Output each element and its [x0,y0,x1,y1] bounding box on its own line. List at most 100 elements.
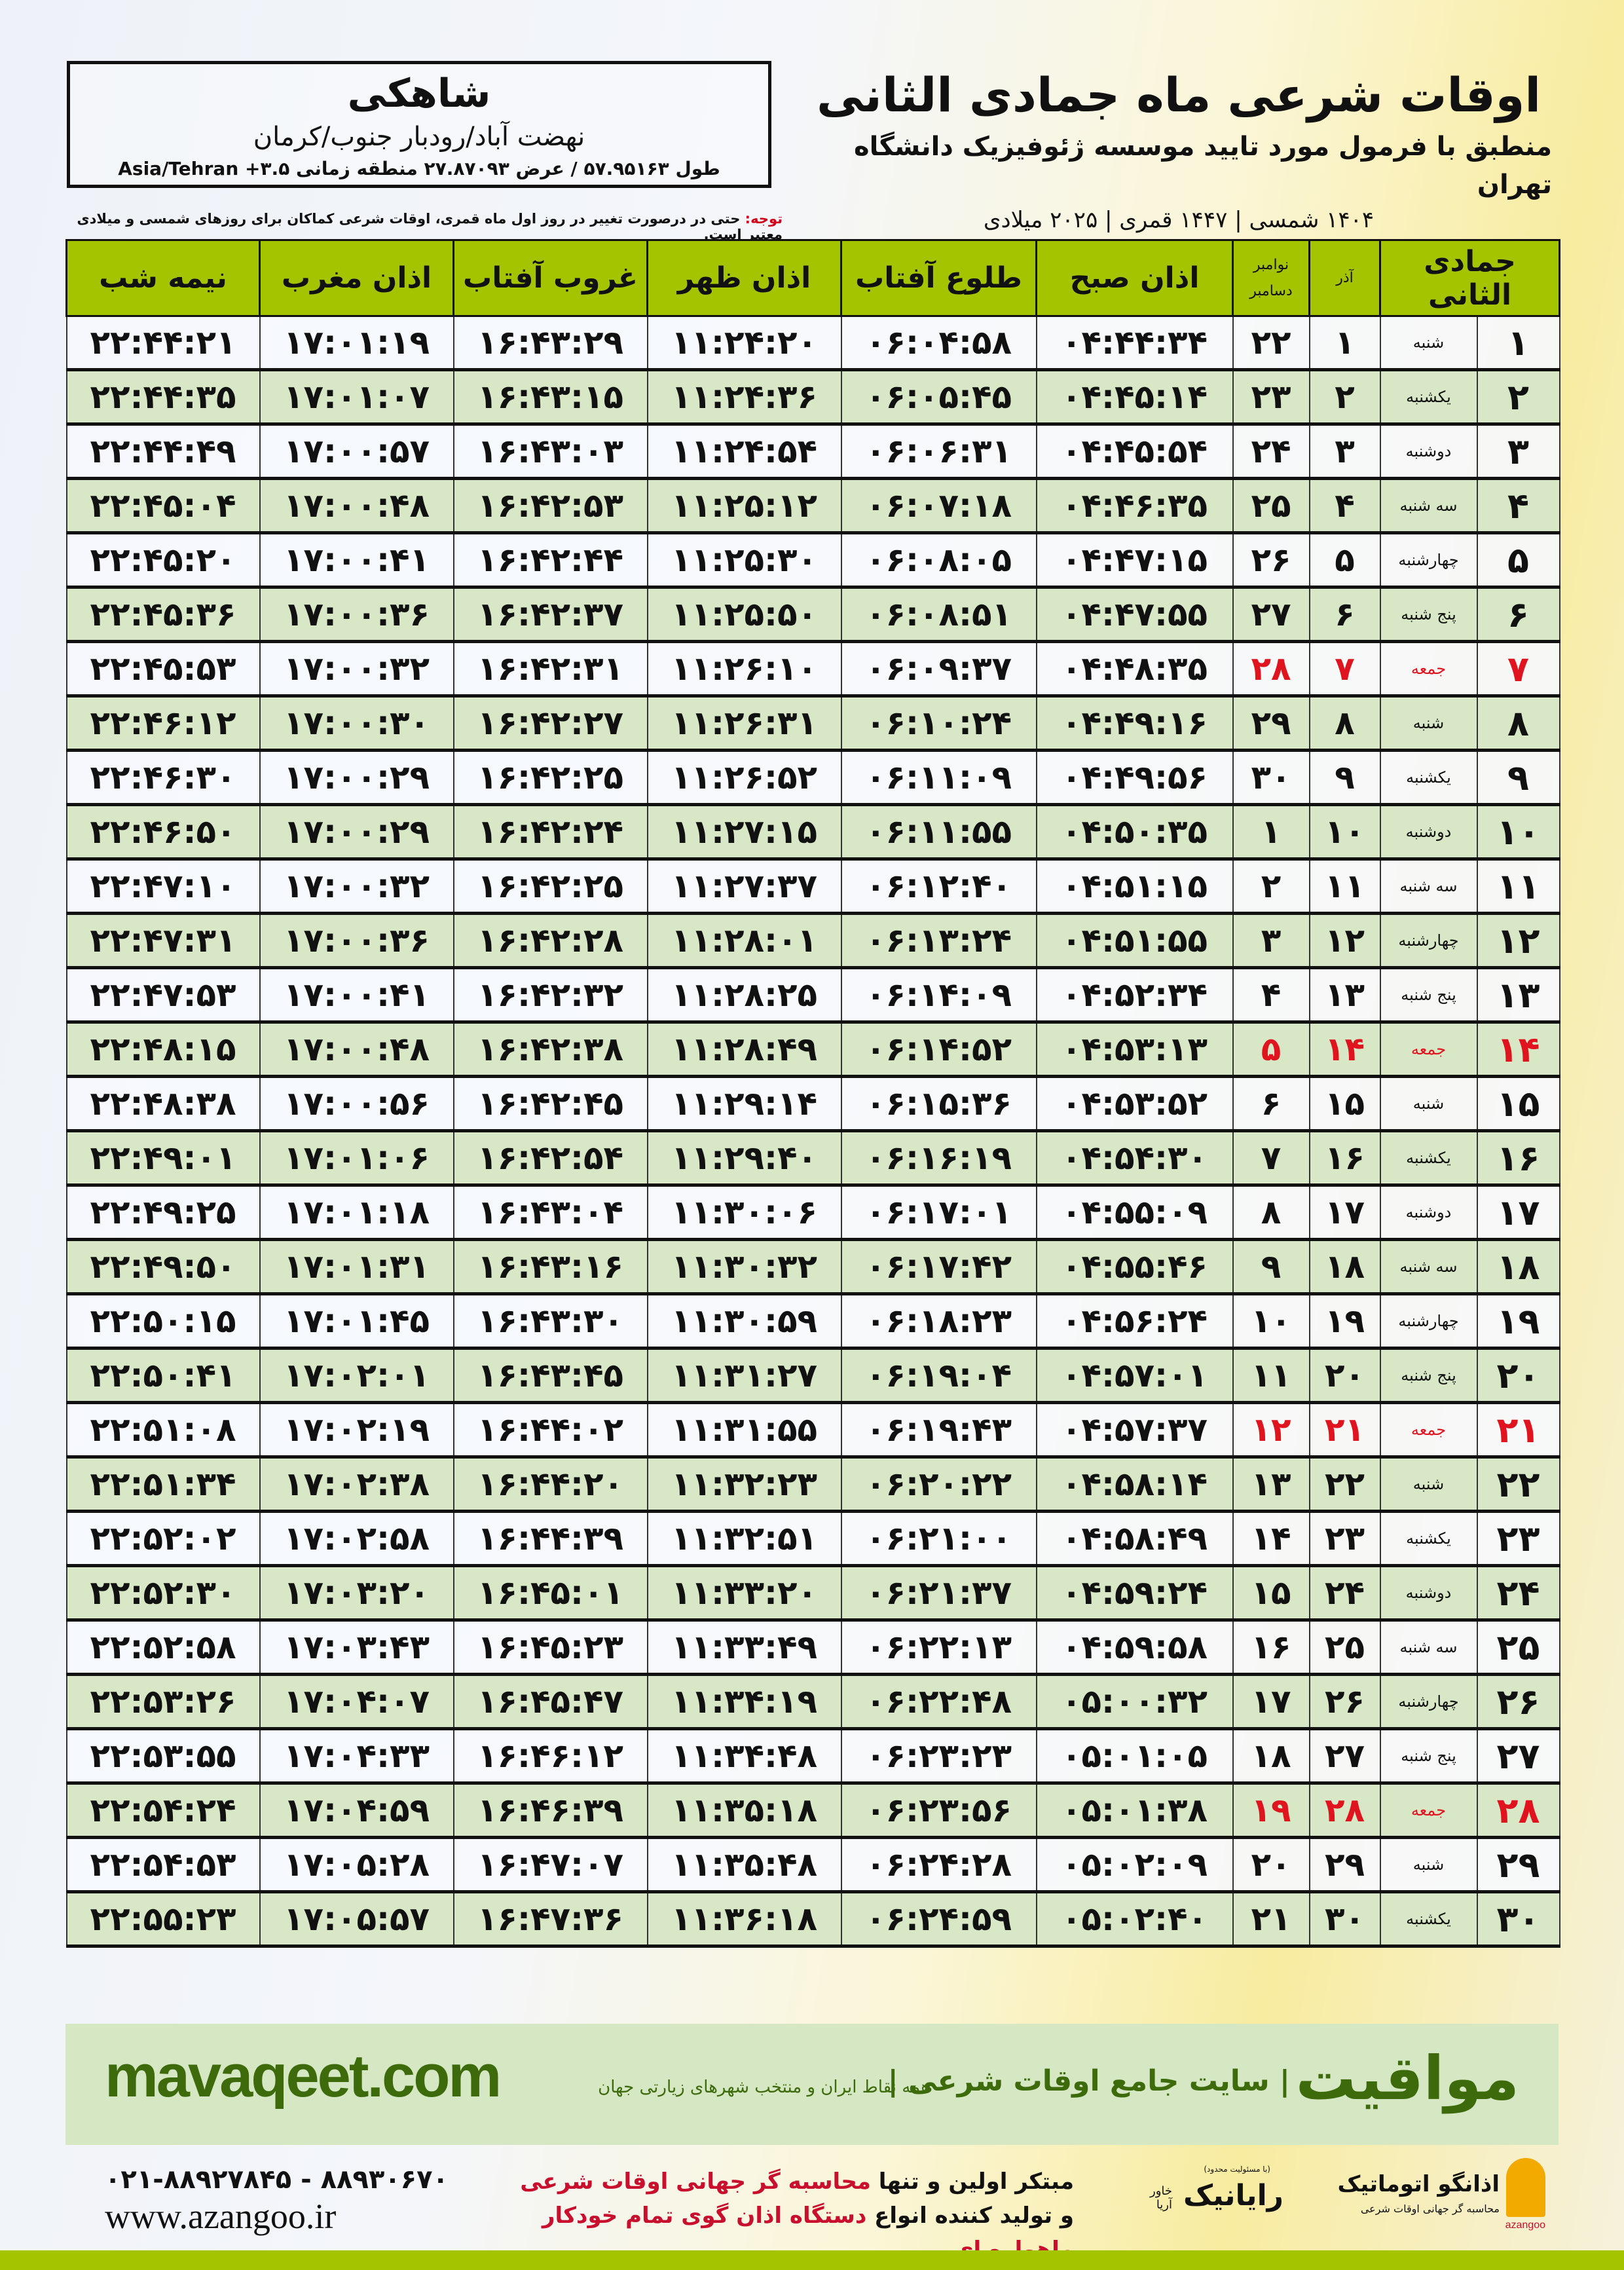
gregorian-day: ۱۰ [1232,1293,1310,1350]
weekday: پنج شنبه [1379,1347,1478,1404]
sobh-time: ۰۴:۵۸:۴۹ [1035,1510,1234,1567]
gregorian-day: ۲۲ [1232,315,1310,371]
weekday: جمعه [1379,1402,1478,1459]
hijri-day: ۳۰ [1476,1891,1560,1948]
hijri-day: ۱۴ [1476,1021,1560,1078]
toloo-time: ۰۶:۰۸:۰۵ [840,532,1037,589]
weekday: یکشنبه [1379,369,1478,426]
nimeh-time: ۲۲:۴۹:۰۱ [65,1130,261,1187]
hijri-day: ۱۲ [1476,912,1560,969]
zohr-time: ۱۱:۲۹:۴۰ [646,1130,842,1187]
ghoroob-time: ۱۶:۴۵:۰۱ [452,1565,648,1622]
nimeh-time: ۲۲:۵۱:۳۴ [65,1456,261,1513]
zohr-time: ۱۱:۳۲:۵۱ [646,1510,842,1567]
weekday: یکشنبه [1379,1130,1478,1187]
nimeh-time: ۲۲:۴۴:۳۵ [65,369,261,426]
azar-day: ۶ [1308,586,1381,643]
maghreb-time: ۱۷:۰۰:۴۸ [259,1021,454,1078]
hijri-day: ۲۶ [1476,1673,1560,1730]
sobh-time: ۰۴:۴۶:۳۵ [1035,477,1234,534]
sobh-time: ۰۴:۵۹:۲۴ [1035,1565,1234,1622]
gregorian-day: ۲۶ [1232,532,1310,589]
maghreb-time: ۱۷:۰۱:۴۵ [259,1293,454,1350]
sobh-time: ۰۴:۴۸:۳۵ [1035,641,1234,698]
page-subtitle: منطبق با فرمول مورد تایید موسسه ژئوفیزیک… [854,132,1552,200]
ghoroob-time: ۱۶:۴۲:۳۸ [452,1021,648,1078]
sobh-time: ۰۴:۵۸:۱۴ [1035,1456,1234,1513]
azar-day: ۲۰ [1308,1347,1381,1404]
maghreb-time: ۱۷:۰۱:۰۷ [259,369,454,426]
weekday: یکشنبه [1379,749,1478,806]
bottom-bar [0,2250,1624,2270]
ghoroob-time: ۱۶:۴۲:۲۷ [452,695,648,752]
azar-day: ۲۹ [1308,1836,1381,1893]
gregorian-day: ۲۸ [1232,641,1310,698]
table-row: ۱۷ دوشنبه ۱۷ ۸ ۰۴:۵۵:۰۹ ۰۶:۱۷:۰۱ ۱۱:۳۰:۰۶ ۱۶:۴۳… [65,1184,1560,1241]
azar-day: ۱۸ [1308,1238,1381,1295]
weekday: چهارشنبه [1379,1673,1478,1730]
hijri-day: ۸ [1476,695,1560,752]
sobh-time: ۰۵:۰۱:۰۵ [1035,1728,1234,1785]
promo-line-2: و تولید کننده انواع [866,2203,1074,2229]
sobh-time: ۰۴:۴۴:۳۴ [1035,315,1234,371]
gregorian-day: ۲۰ [1232,1836,1310,1893]
weekday: سه شنبه [1379,477,1478,534]
col-zohr: اذان ظهر [646,239,842,317]
azangoo-link[interactable]: www.azangoo.ir [105,2197,337,2236]
toloo-time: ۰۶:۲۲:۱۳ [840,1619,1037,1676]
weekday: یکشنبه [1379,1510,1478,1567]
weekday: دوشنبه [1379,423,1478,480]
col-maghreb: اذان مغرب [259,239,454,317]
maghreb-time: ۱۷:۰۲:۵۸ [259,1510,454,1567]
ghoroob-time: ۱۶:۴۲:۲۸ [452,912,648,969]
table-row: ۳ دوشنبه ۳ ۲۴ ۰۴:۴۵:۵۴ ۰۶:۰۶:۳۱ ۱۱:۲۴:۵۴ ۱۶:۴۳:… [65,423,1560,480]
nimeh-time: ۲۲:۵۳:۵۵ [65,1728,261,1785]
maghreb-time: ۱۷:۰۰:۳۰ [259,695,454,752]
sobh-time: ۰۴:۵۱:۱۵ [1035,858,1234,915]
hijri-day: ۱۹ [1476,1293,1560,1350]
ghoroob-time: ۱۶:۴۲:۲۵ [452,858,648,915]
table-row: ۲۵ سه شنبه ۲۵ ۱۶ ۰۴:۵۹:۵۸ ۰۶:۲۲:۱۳ ۱۱:۳۳:۴۹ ۱۶:… [65,1619,1560,1676]
nimeh-time: ۲۲:۴۶:۳۰ [65,749,261,806]
table-row: ۲۳ یکشنبه ۲۳ ۱۴ ۰۴:۵۸:۴۹ ۰۶:۲۱:۰۰ ۱۱:۳۲:۵۱ ۱۶:۴… [65,1510,1560,1567]
site-link[interactable]: mavaqeet.com [105,2043,502,2110]
toloo-time: ۰۶:۲۱:۰۰ [840,1510,1037,1567]
table-row: ۷ جمعه ۷ ۲۸ ۰۴:۴۸:۳۵ ۰۶:۰۹:۳۷ ۱۱:۲۶:۱۰ ۱۶:۴۲:۳۱… [65,641,1560,698]
sobh-time: ۰۴:۵۷:۰۱ [1035,1347,1234,1404]
table-row: ۲۲ شنبه ۲۲ ۱۳ ۰۴:۵۸:۱۴ ۰۶:۲۰:۲۲ ۱۱:۳۲:۲۳ ۱۶:۴۴:… [65,1456,1560,1513]
sobh-time: ۰۴:۵۵:۰۹ [1035,1184,1234,1241]
sobh-time: ۰۴:۵۲:۳۴ [1035,967,1234,1024]
zohr-time: ۱۱:۲۸:۲۵ [646,967,842,1024]
table-row: ۹ یکشنبه ۹ ۳۰ ۰۴:۴۹:۵۶ ۰۶:۱۱:۰۹ ۱۱:۲۶:۵۲ ۱۶:۴۲:… [65,749,1560,806]
nimeh-time: ۲۲:۴۴:۴۹ [65,423,261,480]
ghoroob-time: ۱۶:۴۴:۳۹ [452,1510,648,1567]
sobh-time: ۰۴:۴۹:۵۶ [1035,749,1234,806]
zohr-time: ۱۱:۲۷:۳۷ [646,858,842,915]
maghreb-time: ۱۷:۰۱:۱۸ [259,1184,454,1241]
azar-day: ۸ [1308,695,1381,752]
ghoroob-time: ۱۶:۴۵:۲۳ [452,1619,648,1676]
zohr-time: ۱۱:۲۵:۱۲ [646,477,842,534]
table-row: ۱۴ جمعه ۱۴ ۵ ۰۴:۵۳:۱۳ ۰۶:۱۴:۵۲ ۱۱:۲۸:۴۹ ۱۶:۴۲:۳… [65,1021,1560,1078]
hijri-day: ۶ [1476,586,1560,643]
ghoroob-time: ۱۶:۴۷:۳۶ [452,1891,648,1948]
toloo-time: ۰۶:۰۴:۵۸ [840,315,1037,371]
gregorian-day: ۳۰ [1232,749,1310,806]
weekday: شنبه [1379,1075,1478,1132]
azar-day: ۱۹ [1308,1293,1381,1350]
ghoroob-time: ۱۶:۴۴:۲۰ [452,1456,648,1513]
table-row: ۲۶ چهارشنبه ۲۶ ۱۷ ۰۵:۰۰:۳۲ ۰۶:۲۲:۴۸ ۱۱:۳۴:۱۹ ۱۶… [65,1673,1560,1730]
promo-line-1: مبتکر اولین و تنها [870,2168,1074,2195]
table-row: ۲۷ پنج شنبه ۲۷ ۱۸ ۰۵:۰۱:۰۵ ۰۶:۲۳:۲۳ ۱۱:۳۴:۴۸ ۱۶… [65,1728,1560,1785]
note: توجه: حتی در درصورت تغییر در روز اول ماه… [65,211,783,242]
nimeh-time: ۲۲:۵۲:۰۲ [65,1510,261,1567]
table-row: ۱۳ پنج شنبه ۱۳ ۴ ۰۴:۵۲:۳۴ ۰۶:۱۴:۰۹ ۱۱:۲۸:۲۵ ۱۶:… [65,967,1560,1024]
zohr-time: ۱۱:۳۵:۴۸ [646,1836,842,1893]
ghoroob-time: ۱۶:۴۲:۴۴ [452,532,648,589]
nimeh-time: ۲۲:۴۷:۱۰ [65,858,261,915]
maghreb-time: ۱۷:۰۰:۲۹ [259,804,454,861]
maghreb-time: ۱۷:۰۵:۵۷ [259,1891,454,1948]
azar-day: ۲۷ [1308,1728,1381,1785]
nimeh-time: ۲۲:۵۴:۲۴ [65,1782,261,1839]
nimeh-time: ۲۲:۴۹:۵۰ [65,1238,261,1295]
